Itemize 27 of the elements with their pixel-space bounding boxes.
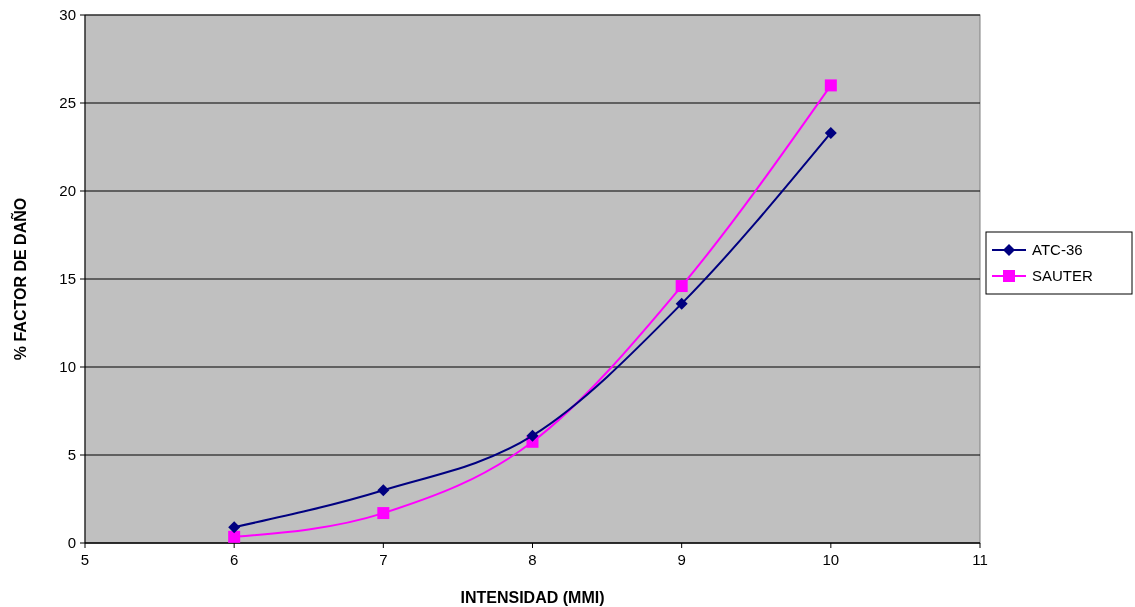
point — [824, 79, 837, 92]
y-axis-title: % FACTOR DE DAÑO — [10, 197, 29, 361]
y-tick-label: 25 — [59, 94, 76, 112]
point — [675, 297, 688, 310]
point — [377, 507, 390, 520]
point — [675, 280, 688, 293]
point — [824, 126, 837, 139]
x-tick-label: 9 — [677, 551, 686, 568]
y-tick-label: 30 — [59, 6, 76, 24]
y-tick-label: 0 — [67, 534, 76, 552]
legend-label: ATC-36 — [1032, 241, 1083, 259]
x-axis-title: INTENSIDAD (MMI) — [460, 589, 605, 606]
x-tick-label: 8 — [528, 551, 537, 568]
x-tick-label: 11 — [972, 551, 988, 568]
point — [526, 429, 539, 442]
legend-label: SAUTER — [1032, 267, 1094, 285]
x-tick-label: 6 — [229, 551, 239, 568]
x-tick-label: 7 — [379, 551, 388, 568]
y-tick-label: 20 — [59, 182, 76, 200]
point — [228, 530, 241, 543]
y-tick-label: 15 — [59, 270, 76, 288]
x-tick-label: 10 — [822, 551, 840, 568]
y-tick-label: 10 — [59, 358, 76, 376]
point — [228, 521, 241, 534]
x-tick-label: 5 — [80, 551, 90, 568]
y-tick-label: 5 — [67, 446, 76, 464]
point — [377, 484, 390, 497]
